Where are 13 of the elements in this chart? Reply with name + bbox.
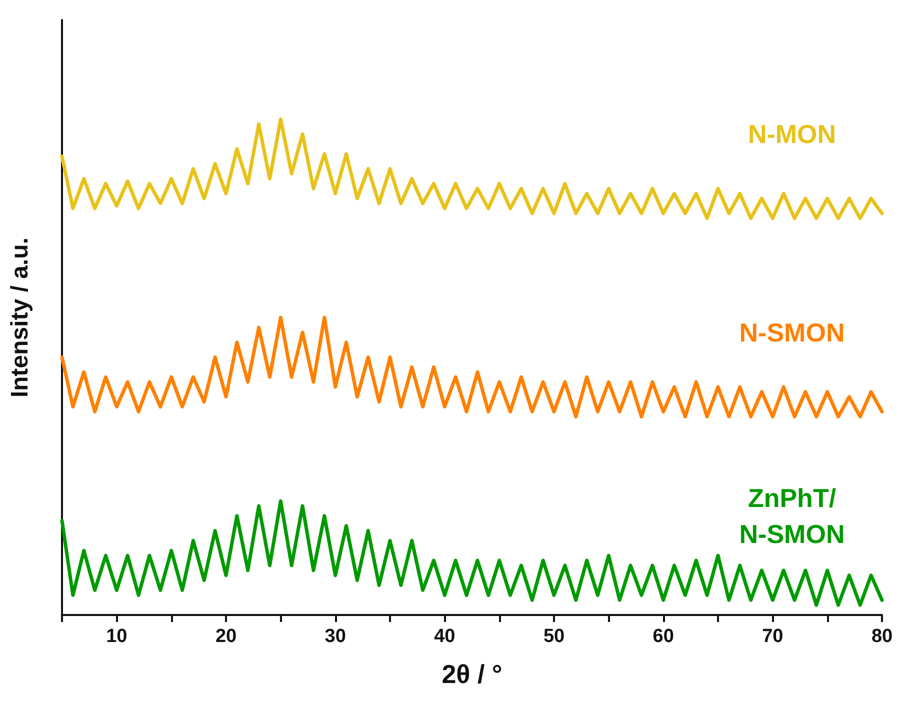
x-tick-label: 30 <box>324 626 346 647</box>
series-label: ZnPhT/ N-SMON <box>739 482 845 549</box>
series-label: N-SMON <box>739 318 845 348</box>
x-tick-label: 80 <box>871 626 893 647</box>
x-tick-label: 10 <box>106 626 128 647</box>
y-axis-title: Intensity / a.u. <box>6 237 34 398</box>
x-tick-label: 20 <box>215 626 237 647</box>
x-tick-label: 70 <box>762 626 784 647</box>
x-axis-title: 2θ / ° <box>442 659 502 689</box>
x-tick-label: 50 <box>543 626 565 647</box>
series-label: N-MON <box>748 119 836 150</box>
x-tick-label: 40 <box>434 626 456 647</box>
x-tick-label: 60 <box>652 626 674 647</box>
